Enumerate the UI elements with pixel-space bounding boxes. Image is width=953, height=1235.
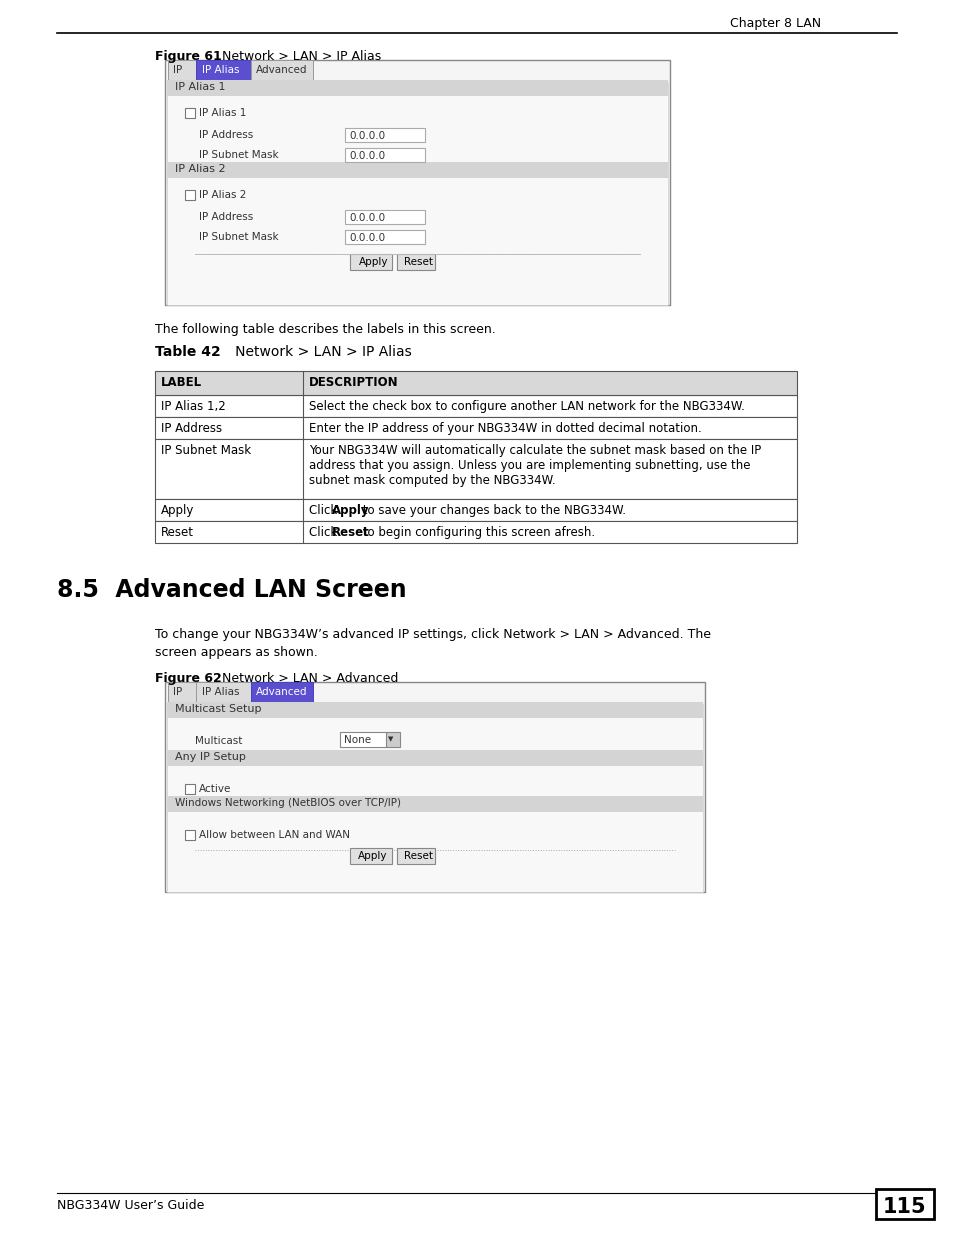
Text: 8.5  Advanced LAN Screen: 8.5 Advanced LAN Screen [57,578,406,601]
Bar [339,732,388,747]
Text: IP Subnet Mask: IP Subnet Mask [161,445,251,457]
Text: None: None [344,735,371,745]
Text: Figure 62: Figure 62 [154,672,221,685]
Text: Apply: Apply [161,504,194,517]
Text: IP Subnet Mask: IP Subnet Mask [199,232,278,242]
Text: IP Alias: IP Alias [202,687,239,697]
Text: screen appears as shown.: screen appears as shown. [154,646,317,659]
Bar [165,61,669,305]
Text: Your NBG334W will automatically calculate the subnet mask based on the IP
addres: Your NBG334W will automatically calculat… [309,445,760,487]
Text: The following table describes the labels in this screen.: The following table describes the labels… [154,324,496,336]
Text: IP Subnet Mask: IP Subnet Mask [199,149,278,161]
Text: Apply: Apply [358,257,388,267]
Text: IP Alias 1: IP Alias 1 [199,107,246,119]
Bar [345,128,424,142]
Text: to save your changes back to the NBG334W.: to save your changes back to the NBG334W… [358,504,625,517]
Text: 0.0.0.0: 0.0.0.0 [349,151,385,161]
Bar [195,61,251,82]
Bar [167,84,667,96]
Text: Multicast: Multicast [194,736,242,746]
Text: Network > LAN > IP Alias: Network > LAN > IP Alias [222,345,412,359]
Bar [386,732,399,747]
Text: Allow between LAN and WAN: Allow between LAN and WAN [199,830,350,840]
Text: IP Address: IP Address [199,212,253,222]
Bar [350,848,392,864]
Bar [185,190,194,200]
Text: IP Alias 1: IP Alias 1 [174,82,225,91]
Text: Enter the IP address of your NBG334W in dotted decimal notation.: Enter the IP address of your NBG334W in … [309,422,701,435]
Bar [345,210,424,224]
Bar [345,230,424,245]
Bar [185,107,194,119]
Bar [350,254,392,270]
Text: Apply: Apply [357,851,387,861]
Text: 0.0.0.0: 0.0.0.0 [349,233,385,243]
Bar [195,682,251,704]
Bar [185,784,194,794]
Text: Network > LAN > IP Alias: Network > LAN > IP Alias [210,49,381,63]
Bar [396,848,435,864]
Text: Active: Active [199,784,232,794]
Text: IP Alias 2: IP Alias 2 [174,164,226,174]
Bar [168,682,195,704]
Text: Apply: Apply [332,504,369,517]
Text: Network > LAN > Advanced: Network > LAN > Advanced [210,672,398,685]
Bar [154,521,796,543]
Bar [251,682,313,704]
Bar [167,750,702,766]
Text: Figure 61: Figure 61 [154,49,221,63]
Text: Advanced: Advanced [255,65,307,75]
Text: Advanced: Advanced [255,687,307,697]
Bar [154,438,796,499]
Bar [154,417,796,438]
Text: IP: IP [172,65,182,75]
Bar [185,830,194,840]
Text: to begin configuring this screen afresh.: to begin configuring this screen afresh. [359,526,595,538]
Text: ▼: ▼ [388,736,393,742]
Bar [167,701,702,718]
Text: DESCRIPTION: DESCRIPTION [309,375,398,389]
Text: Any IP Setup: Any IP Setup [174,752,246,762]
Text: To change your NBG334W’s advanced IP settings, click Network > LAN > Advanced. T: To change your NBG334W’s advanced IP set… [154,629,710,641]
Text: IP Alias: IP Alias [202,65,239,75]
Bar [165,682,704,892]
Text: Reset: Reset [403,257,433,267]
Bar [396,254,435,270]
Bar [167,80,667,96]
Bar [154,370,796,395]
Bar [167,797,702,811]
Text: Reset: Reset [161,526,193,538]
Bar [875,1189,933,1219]
Text: Select the check box to configure another LAN network for the NBG334W.: Select the check box to configure anothe… [309,400,744,412]
Text: IP: IP [172,687,182,697]
Text: Click: Click [309,504,340,517]
Bar [154,499,796,521]
Text: 0.0.0.0: 0.0.0.0 [349,131,385,141]
Text: Table 42: Table 42 [154,345,220,359]
Text: Chapter 8 LAN: Chapter 8 LAN [729,17,821,30]
Text: LABEL: LABEL [161,375,202,389]
Text: NBG334W User’s Guide: NBG334W User’s Guide [57,1199,204,1212]
Bar [167,706,702,718]
Text: IP Address: IP Address [161,422,222,435]
Text: 115: 115 [882,1197,926,1216]
Text: Windows Networking (NetBIOS over TCP/IP): Windows Networking (NetBIOS over TCP/IP) [174,798,400,808]
Bar [251,61,313,82]
Text: Click: Click [309,526,340,538]
Bar [167,162,667,178]
Bar [345,148,424,162]
Text: IP Alias 2: IP Alias 2 [199,190,246,200]
Text: IP Alias 1,2: IP Alias 1,2 [161,400,226,412]
Text: Reset: Reset [403,851,433,861]
Bar [167,704,702,892]
Text: Reset: Reset [332,526,370,538]
Text: Multicast Setup: Multicast Setup [174,704,261,714]
Bar [168,61,195,82]
Bar [154,395,796,417]
Bar [167,82,667,305]
Text: IP Address: IP Address [199,130,253,140]
Text: 0.0.0.0: 0.0.0.0 [349,212,385,224]
